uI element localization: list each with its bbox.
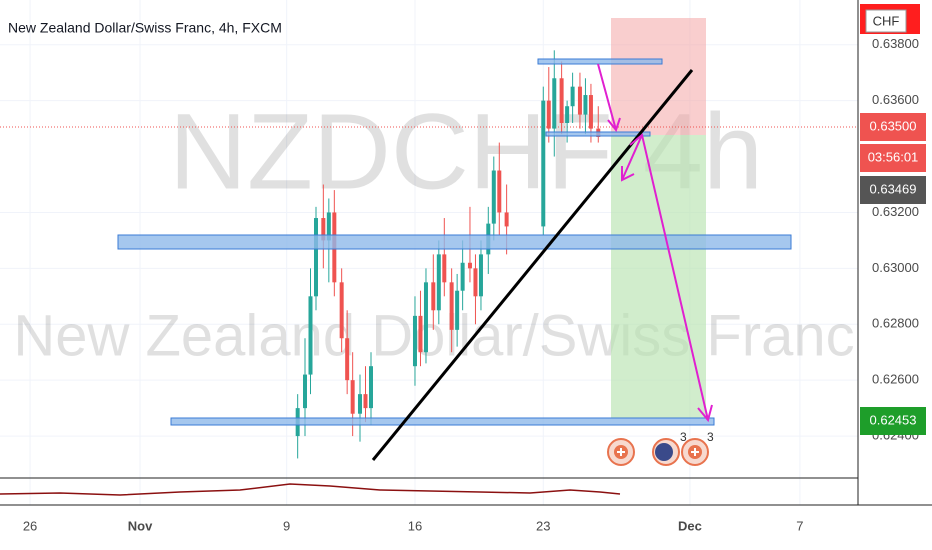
price-label-box bbox=[860, 113, 926, 141]
x-tick-label: 16 bbox=[408, 518, 422, 533]
candle-body bbox=[418, 315, 423, 353]
badge: 3 bbox=[707, 430, 714, 444]
x-tick-label: 9 bbox=[283, 518, 290, 533]
y-tick-label: 0.63600 bbox=[872, 92, 919, 107]
x-tick-label: 23 bbox=[536, 518, 550, 533]
candle-body bbox=[368, 366, 373, 409]
level-box bbox=[117, 234, 792, 250]
y-tick-label: 0.63200 bbox=[872, 204, 919, 219]
y-tick-label: 0.62800 bbox=[872, 316, 919, 331]
countdown-box bbox=[860, 144, 926, 172]
projection-arrows bbox=[597, 63, 713, 423]
watermark-name: New Zealand Dollar/Swiss Franc bbox=[13, 303, 854, 368]
candle-body bbox=[357, 394, 362, 414]
candle-body bbox=[460, 262, 465, 291]
badge: 3 bbox=[680, 430, 687, 444]
price-label: 0.63500 bbox=[870, 118, 917, 133]
level-box bbox=[545, 131, 651, 137]
chart-title: New Zealand Dollar/Swiss Franc, 4h, FXCM bbox=[8, 20, 282, 36]
candle-body bbox=[350, 380, 355, 414]
candle-body bbox=[473, 268, 478, 297]
trend-line bbox=[371, 69, 694, 461]
candle-body bbox=[491, 170, 496, 224]
level-box bbox=[537, 58, 663, 65]
candle-body bbox=[321, 218, 326, 241]
y-tick-label: 0.62600 bbox=[872, 372, 919, 387]
x-tick-label: Dec bbox=[678, 518, 702, 533]
indicator-line bbox=[0, 483, 621, 496]
candle-body bbox=[412, 315, 417, 367]
candle-body bbox=[339, 282, 344, 339]
candle-body bbox=[467, 262, 472, 269]
candle-body bbox=[497, 170, 502, 213]
candle-body bbox=[423, 282, 428, 353]
candle-body bbox=[449, 282, 454, 330]
candle-body bbox=[504, 212, 509, 227]
price-label: 0.62453 bbox=[870, 412, 917, 427]
price-label: 0.63469 bbox=[870, 181, 917, 196]
candle-body bbox=[546, 100, 551, 129]
price-label-box bbox=[860, 407, 926, 435]
candle-body bbox=[552, 78, 557, 129]
candle-body bbox=[570, 86, 575, 107]
axes: 0.63800 0.63600 0.63200 0.63000 0.62800 0.626… bbox=[23, 36, 926, 533]
x-tick-label: Nov bbox=[128, 518, 153, 533]
candle-body bbox=[559, 78, 564, 123]
candle-body bbox=[588, 95, 593, 129]
y-tick-label: 0.63800 bbox=[872, 36, 919, 51]
candle-body bbox=[478, 254, 483, 297]
x-tick-label: 26 bbox=[23, 518, 37, 533]
stop-zone bbox=[611, 18, 706, 135]
candle-body bbox=[303, 374, 308, 409]
candle-body bbox=[583, 95, 588, 115]
candle-body bbox=[577, 86, 582, 115]
candle-body bbox=[436, 254, 441, 311]
candle-body bbox=[363, 394, 368, 409]
currency: CHF bbox=[873, 13, 900, 28]
candle-body bbox=[442, 254, 447, 283]
candle-body bbox=[308, 296, 313, 375]
candle-body bbox=[541, 100, 546, 227]
x-tick-label: 7 bbox=[796, 518, 803, 533]
currency-box bbox=[865, 9, 907, 33]
countdown: 03:56:01 bbox=[868, 149, 919, 164]
candle-body bbox=[431, 282, 436, 311]
target-zone bbox=[611, 135, 706, 418]
candle-body bbox=[326, 212, 331, 241]
candle-body bbox=[313, 218, 318, 297]
price-label-box bbox=[860, 176, 926, 204]
candles bbox=[295, 50, 601, 459]
event-icons bbox=[607, 438, 709, 466]
candle-body bbox=[345, 338, 350, 381]
candle-body bbox=[565, 106, 570, 123]
candle-body bbox=[455, 290, 460, 330]
y-tick-label: 0.63000 bbox=[872, 260, 919, 275]
level-box bbox=[170, 417, 715, 426]
